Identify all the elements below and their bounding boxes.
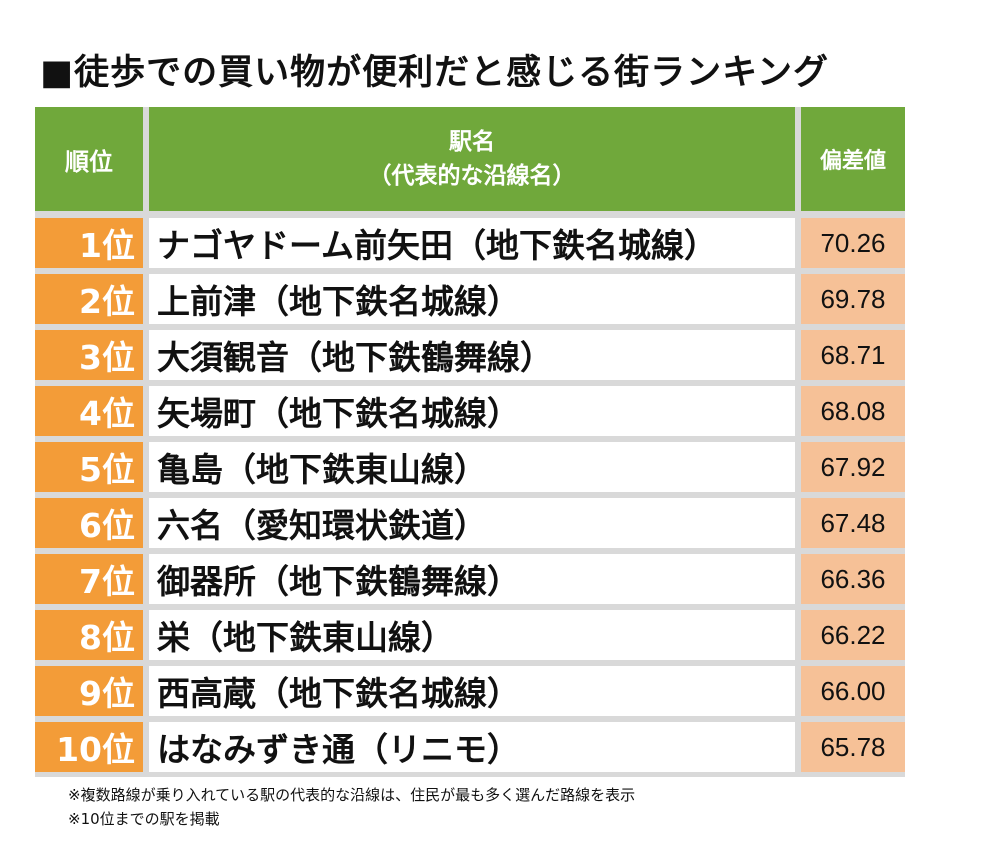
- header-station-name: 駅名: [449, 129, 495, 155]
- station-cell: 栄（地下鉄東山線）: [149, 610, 795, 660]
- ranking-table: 順位 駅名 （代表的な沿線名） 偏差値 1位 ナゴヤドーム前矢田（地下鉄名城線）…: [35, 107, 905, 777]
- station-cell: 御器所（地下鉄鶴舞線）: [149, 554, 795, 604]
- station-cell: 大須観音（地下鉄鶴舞線）: [149, 330, 795, 380]
- rank-cell: 8位: [35, 610, 143, 660]
- rank-cell: 4位: [35, 386, 143, 436]
- score-cell: 65.78: [801, 722, 905, 772]
- header-rank: 順位: [35, 107, 143, 211]
- station-cell: 西高蔵（地下鉄名城線）: [149, 666, 795, 716]
- station-cell: ナゴヤドーム前矢田（地下鉄名城線）: [149, 218, 795, 268]
- station-cell: 矢場町（地下鉄名城線）: [149, 386, 795, 436]
- rank-cell: 3位: [35, 330, 143, 380]
- station-cell: 上前津（地下鉄名城線）: [149, 274, 795, 324]
- table-row: 4位 矢場町（地下鉄名城線） 68.08: [35, 386, 905, 436]
- footnote: ※10位までの駅を掲載: [68, 810, 220, 828]
- footnote: ※複数路線が乗り入れている駅の代表的な沿線は、住民が最も多く選んだ路線を表示: [68, 786, 636, 804]
- table-row: 3位 大須観音（地下鉄鶴舞線） 68.71: [35, 330, 905, 380]
- score-cell: 66.36: [801, 554, 905, 604]
- rank-cell: 9位: [35, 666, 143, 716]
- rank-cell: 10位: [35, 722, 143, 772]
- score-cell: 68.71: [801, 330, 905, 380]
- header-score: 偏差値: [801, 107, 905, 211]
- table-row: 7位 御器所（地下鉄鶴舞線） 66.36: [35, 554, 905, 604]
- table-row: 10位 はなみずき通（リニモ） 65.78: [35, 722, 905, 772]
- table-row: 5位 亀島（地下鉄東山線） 67.92: [35, 442, 905, 492]
- table-row: 9位 西高蔵（地下鉄名城線） 66.00: [35, 666, 905, 716]
- score-cell: 66.22: [801, 610, 905, 660]
- station-cell: 六名（愛知環状鉄道）: [149, 498, 795, 548]
- score-cell: 67.48: [801, 498, 905, 548]
- score-cell: 69.78: [801, 274, 905, 324]
- footnotes: ※複数路線が乗り入れている駅の代表的な沿線は、住民が最も多く選んだ路線を表示 ※…: [68, 783, 635, 831]
- score-cell: 70.26: [801, 218, 905, 268]
- rank-cell: 6位: [35, 498, 143, 548]
- rank-cell: 1位: [35, 218, 143, 268]
- station-cell: 亀島（地下鉄東山線）: [149, 442, 795, 492]
- table-row: 1位 ナゴヤドーム前矢田（地下鉄名城線） 70.26: [35, 218, 905, 268]
- rank-cell: 5位: [35, 442, 143, 492]
- header-station-line: （代表的な沿線名）: [368, 163, 576, 189]
- rank-cell: 7位: [35, 554, 143, 604]
- score-cell: 66.00: [801, 666, 905, 716]
- table-row: 6位 六名（愛知環状鉄道） 67.48: [35, 498, 905, 548]
- table-row: 8位 栄（地下鉄東山線） 66.22: [35, 610, 905, 660]
- page-title: ■徒歩での買い物が便利だと感じる街ランキング: [40, 53, 830, 93]
- station-cell: はなみずき通（リニモ）: [149, 722, 795, 772]
- score-cell: 68.08: [801, 386, 905, 436]
- header-station: 駅名 （代表的な沿線名）: [149, 107, 795, 211]
- table-row: 2位 上前津（地下鉄名城線） 69.78: [35, 274, 905, 324]
- rank-cell: 2位: [35, 274, 143, 324]
- score-cell: 67.92: [801, 442, 905, 492]
